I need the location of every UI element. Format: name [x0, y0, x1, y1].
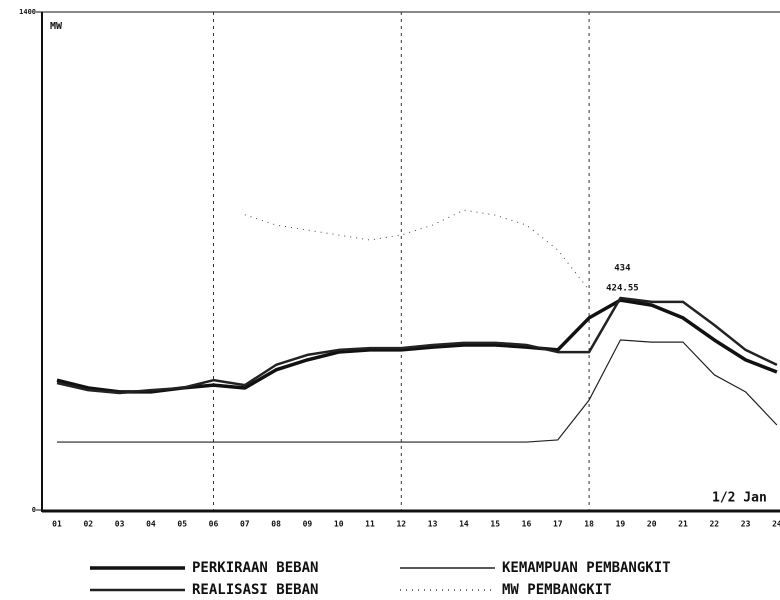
- x-tick-label: 02: [83, 520, 93, 529]
- x-tick-label: 15: [490, 520, 500, 529]
- x-tick-label: 17: [553, 520, 563, 529]
- x-tick-label: 10: [334, 520, 344, 529]
- x-tick-label: 19: [616, 520, 626, 529]
- x-tick-label: 18: [584, 520, 594, 529]
- x-tick-label: 04: [146, 520, 156, 529]
- legend-label: KEMAMPUAN PEMBANGKIT: [502, 560, 671, 576]
- x-tick-label: 05: [177, 520, 187, 529]
- y-tick-label: 0: [32, 506, 36, 514]
- annotation: 424.55: [606, 284, 639, 294]
- x-tick-label: 16: [522, 520, 532, 529]
- x-tick-label: 12: [396, 520, 406, 529]
- y-axis-label: MW: [50, 21, 63, 32]
- x-tick-label: 01: [52, 520, 62, 529]
- legend-label: REALISASI BEBAN: [192, 582, 318, 598]
- x-tick-label: 06: [209, 520, 219, 529]
- x-tick-label: 13: [428, 520, 438, 529]
- y-tick-label: 1400: [19, 8, 36, 16]
- x-tick-label: 21: [678, 520, 688, 529]
- chart: MW 1/2 Jan 0 1400 01 02 03 04 05 06 07 08 09 10 11 12…: [0, 0, 780, 600]
- x-tick-label: 11: [365, 520, 375, 529]
- x-tick-label: 20: [647, 520, 657, 529]
- x-tick-label: 24: [772, 520, 780, 529]
- x-tick-label: 09: [303, 520, 313, 529]
- annotation: 434: [614, 264, 631, 274]
- x-tick-label: 03: [115, 520, 125, 529]
- x-tick-label: 07: [240, 520, 250, 529]
- legend-label: MW PEMBANGKIT: [502, 582, 612, 598]
- legend-label: PERKIRAAN BEBAN: [192, 560, 318, 576]
- x-tick-label: 08: [271, 520, 281, 529]
- x-tick-label: 14: [459, 520, 469, 529]
- x-tick-label: 22: [709, 520, 719, 529]
- x-tick-label: 23: [741, 520, 751, 529]
- date-label: 1/2 Jan: [712, 491, 767, 506]
